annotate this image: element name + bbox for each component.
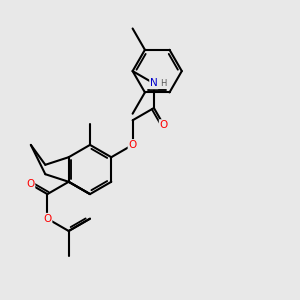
Text: O: O	[26, 179, 34, 189]
Text: O: O	[160, 120, 168, 130]
Text: O: O	[128, 140, 137, 150]
Text: O: O	[43, 214, 52, 224]
Text: N: N	[150, 78, 158, 88]
Text: H: H	[160, 79, 166, 88]
